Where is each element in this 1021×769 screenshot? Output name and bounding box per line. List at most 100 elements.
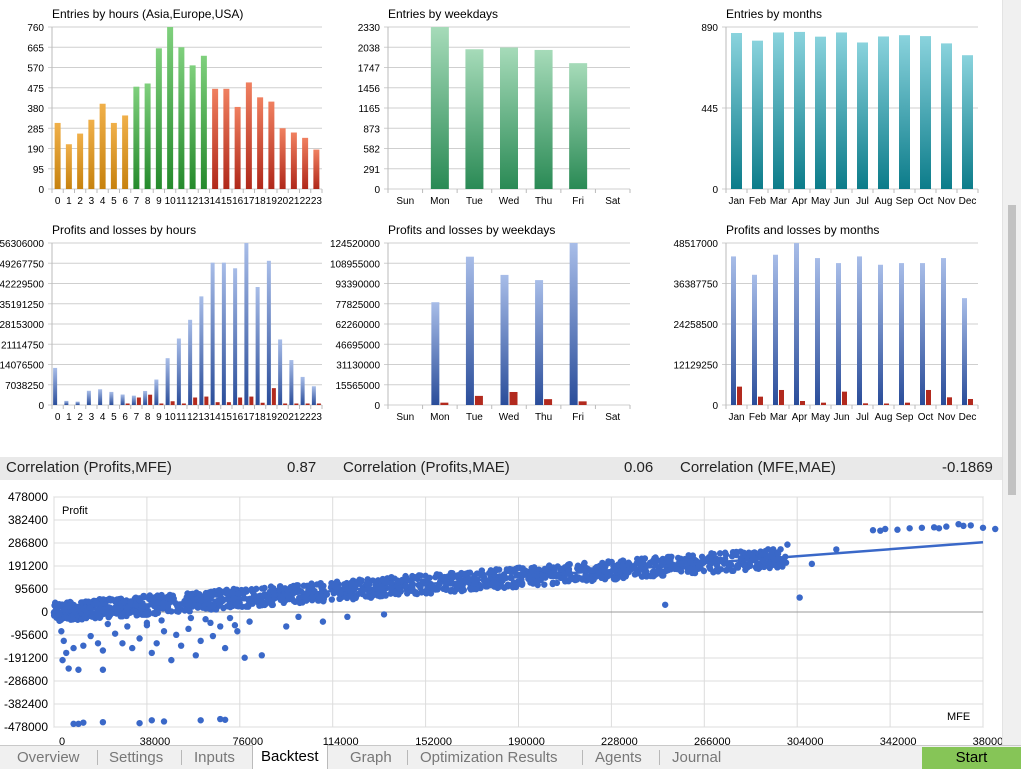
vertical-scrollbar[interactable] xyxy=(1002,0,1021,745)
scatter-point xyxy=(85,598,92,605)
loss-bar xyxy=(238,397,243,405)
y-tick-label: 7038250 xyxy=(5,381,44,392)
profit-bar xyxy=(815,258,820,405)
x-tick-label: 3 xyxy=(89,412,95,423)
scatter-point xyxy=(153,640,160,647)
y-tick-label: 873 xyxy=(363,124,380,135)
x-tick-label: Jul xyxy=(856,412,869,423)
scatter-point xyxy=(664,553,672,561)
loss-bar xyxy=(800,400,805,405)
y-tick-label: 46695000 xyxy=(336,340,381,351)
scatter-point xyxy=(186,608,193,615)
scatter-point xyxy=(196,590,203,598)
profit-bar xyxy=(199,296,204,405)
scatter-point xyxy=(661,601,669,608)
loss-bar xyxy=(125,403,130,405)
x-tick-label: Dec xyxy=(959,196,977,207)
scatter-point xyxy=(662,567,670,575)
loss-bar xyxy=(509,391,518,405)
bar xyxy=(569,63,588,189)
x-tick-label: 304000 xyxy=(787,736,824,745)
loss-bar xyxy=(249,396,254,405)
bar xyxy=(941,43,952,190)
loss-bar xyxy=(884,403,889,405)
tab-inputs[interactable]: Inputs xyxy=(194,749,235,766)
scatter-point xyxy=(723,567,730,574)
scatter-point xyxy=(235,590,242,598)
x-tick-label: Tue xyxy=(466,196,483,207)
tab-agents[interactable]: Agents xyxy=(595,749,642,766)
tab-settings[interactable]: Settings xyxy=(109,749,164,766)
scatter-point xyxy=(158,593,165,600)
scatter-point xyxy=(233,602,241,610)
x-tick-label: Fri xyxy=(572,196,584,207)
y-tick-label: 15565000 xyxy=(336,381,381,392)
scatter-point xyxy=(80,719,87,726)
scatter-point xyxy=(173,607,180,615)
scatter-point xyxy=(395,591,402,598)
scatter-point xyxy=(708,550,715,557)
bar xyxy=(313,149,320,189)
profit-bar xyxy=(920,263,925,405)
y-tick-label: 124520000 xyxy=(330,239,380,250)
scatter-point xyxy=(380,611,388,618)
scatter-point xyxy=(429,583,437,591)
x-tick-label: 1 xyxy=(66,196,72,207)
scatter-point xyxy=(148,717,155,724)
scatter-point xyxy=(164,603,172,611)
scatter-point xyxy=(277,583,284,590)
x-tick-label: 21 xyxy=(288,412,300,423)
scrollbar-thumb[interactable] xyxy=(1008,205,1016,495)
y-tick-label: 48517000 xyxy=(674,239,719,250)
tab-overview[interactable]: Overview xyxy=(17,749,80,766)
scatter-point xyxy=(774,564,781,571)
x-tick-label: 76000 xyxy=(233,736,264,745)
scatter-point xyxy=(516,564,523,571)
scatter-point xyxy=(447,569,455,577)
y-tick-label: -191200 xyxy=(4,651,48,665)
scatter-point xyxy=(328,596,336,603)
scatter-point xyxy=(477,572,485,579)
x-tick-label: 8 xyxy=(145,412,151,423)
x-tick-label: 23 xyxy=(311,196,323,207)
profit-bar xyxy=(176,338,181,405)
tab-backtest[interactable]: Backtest xyxy=(252,745,328,769)
scatter-point xyxy=(125,609,132,617)
x-tick-label: 266000 xyxy=(694,736,731,745)
scatter-point xyxy=(246,618,253,625)
x-tick-label: 7 xyxy=(134,412,140,423)
scatter-point xyxy=(173,631,180,639)
scatter-point xyxy=(187,614,195,622)
start-button[interactable]: Start xyxy=(922,747,1021,769)
scatter-point xyxy=(382,591,389,598)
scatter-point xyxy=(94,640,102,647)
y-tick-label: 0 xyxy=(38,185,44,196)
scatter-point xyxy=(833,546,840,553)
x-tick-label: 6 xyxy=(122,412,128,423)
tab-journal[interactable]: Journal xyxy=(672,749,722,766)
scatter-point xyxy=(960,522,967,530)
tab-separator xyxy=(659,750,660,765)
profit-bar xyxy=(188,319,193,405)
scatter-point xyxy=(364,582,371,589)
loss-bar xyxy=(842,391,847,405)
loss-bar xyxy=(170,401,175,405)
tab-graph[interactable]: Graph xyxy=(350,749,392,766)
y-tick-label: 2038 xyxy=(358,43,381,54)
x-tick-label: 38000 xyxy=(140,736,171,745)
scatter-point xyxy=(784,541,791,548)
scatter-point xyxy=(70,720,77,728)
tab-optimization-results[interactable]: Optimization Results xyxy=(420,749,558,766)
scatter-point xyxy=(303,597,310,604)
scatter-point xyxy=(207,603,215,610)
profit-bar xyxy=(569,243,578,405)
x-tick-label: 13 xyxy=(198,412,210,423)
scatter-point xyxy=(417,572,424,579)
scatter-point xyxy=(60,637,67,645)
scatter-point xyxy=(80,642,87,649)
scatter-point xyxy=(340,581,348,588)
scatter-point xyxy=(671,565,679,573)
y-tick-label: 93390000 xyxy=(336,280,381,291)
profit-bar xyxy=(535,280,544,405)
x-tick-label: 14 xyxy=(210,196,222,207)
